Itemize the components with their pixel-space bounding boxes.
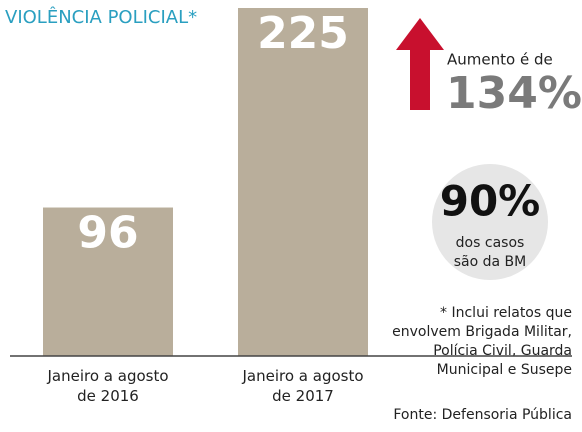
increase-label: Aumento é de (447, 51, 553, 69)
bar (43, 207, 173, 356)
share-text: são da BM (454, 254, 527, 270)
footnote: Municipal e Susepe (437, 362, 572, 378)
share-value: 90% (440, 177, 541, 226)
increase-value: 134% (446, 68, 582, 119)
share-text: dos casos (456, 235, 525, 251)
share-circle (432, 164, 548, 280)
x-tick-label: Janeiro a agosto de 2016 (47, 367, 169, 405)
value-label: 225 (257, 8, 349, 59)
bar (238, 8, 368, 356)
value-label: 96 (77, 208, 138, 259)
source: Fonte: Defensoria Pública (393, 407, 572, 423)
footnote: * Inclui relatos que (440, 305, 572, 321)
chart-title: VIOLÊNCIA POLICIAL* (5, 6, 197, 28)
footnote: envolvem Brigada Militar, (392, 324, 572, 340)
footnote: Polícia Civil, Guarda (433, 343, 572, 359)
arrow-icon (396, 18, 444, 110)
x-tick-label: Janeiro a agosto de 2017 (242, 367, 364, 405)
